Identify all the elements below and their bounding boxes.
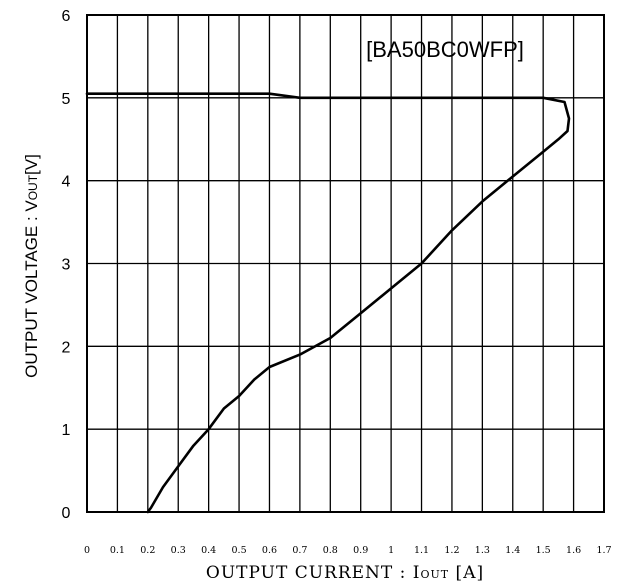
x-tick-label: 1 [388, 545, 394, 556]
x-tick-label: 0 [84, 545, 90, 556]
y-tick-label: 5 [62, 91, 71, 108]
plot-frame [86, 14, 605, 513]
x-tick-label: 0.4 [201, 545, 216, 556]
x-tick-label: 1.6 [566, 545, 581, 556]
x-tick-label: 1.4 [505, 545, 520, 556]
x-tick-label: 1.5 [536, 545, 551, 556]
x-tick-label: 0.3 [171, 545, 186, 556]
y-tick-label: 3 [62, 257, 71, 274]
x-axis-label: OUTPUT CURRENT : IOUT [A] [206, 563, 484, 583]
x-tick-label: 1.1 [414, 545, 429, 556]
y-axis-label: OUTPUT VOLTAGE : VOUT[V] [22, 154, 41, 378]
series-line [85, 92, 571, 514]
x-tick-label: 0.7 [292, 545, 307, 556]
x-tick-label: 0.9 [353, 545, 368, 556]
y-tick-label: 1 [62, 422, 71, 439]
y-tick-label: 2 [62, 339, 71, 356]
y-tick-labels: 0 1 2 3 4 5 6 [62, 8, 71, 522]
x-tick-label: 0.2 [140, 545, 155, 556]
x-tick-labels: 0 0.1 0.2 0.3 0.4 0.5 0.6 0.7 0.8 0.9 1 1.1 1.2 1.3 1.… [84, 545, 612, 556]
x-tick-label: 1.7 [596, 545, 611, 556]
x-tick-label: 1.2 [444, 545, 459, 556]
x-tick-label: 0.6 [262, 545, 277, 556]
grid-lines [86, 14, 605, 513]
x-tick-label: 0.8 [323, 545, 338, 556]
chart-title: [BA50BC0WFP] [366, 37, 524, 62]
x-tick-label: 1.3 [475, 545, 490, 556]
x-tick-label: 0.1 [110, 545, 125, 556]
x-tick-label: 0.5 [232, 545, 247, 556]
y-tick-label: 4 [62, 174, 71, 191]
y-tick-label: 0 [62, 505, 71, 522]
y-tick-label: 6 [62, 8, 71, 25]
